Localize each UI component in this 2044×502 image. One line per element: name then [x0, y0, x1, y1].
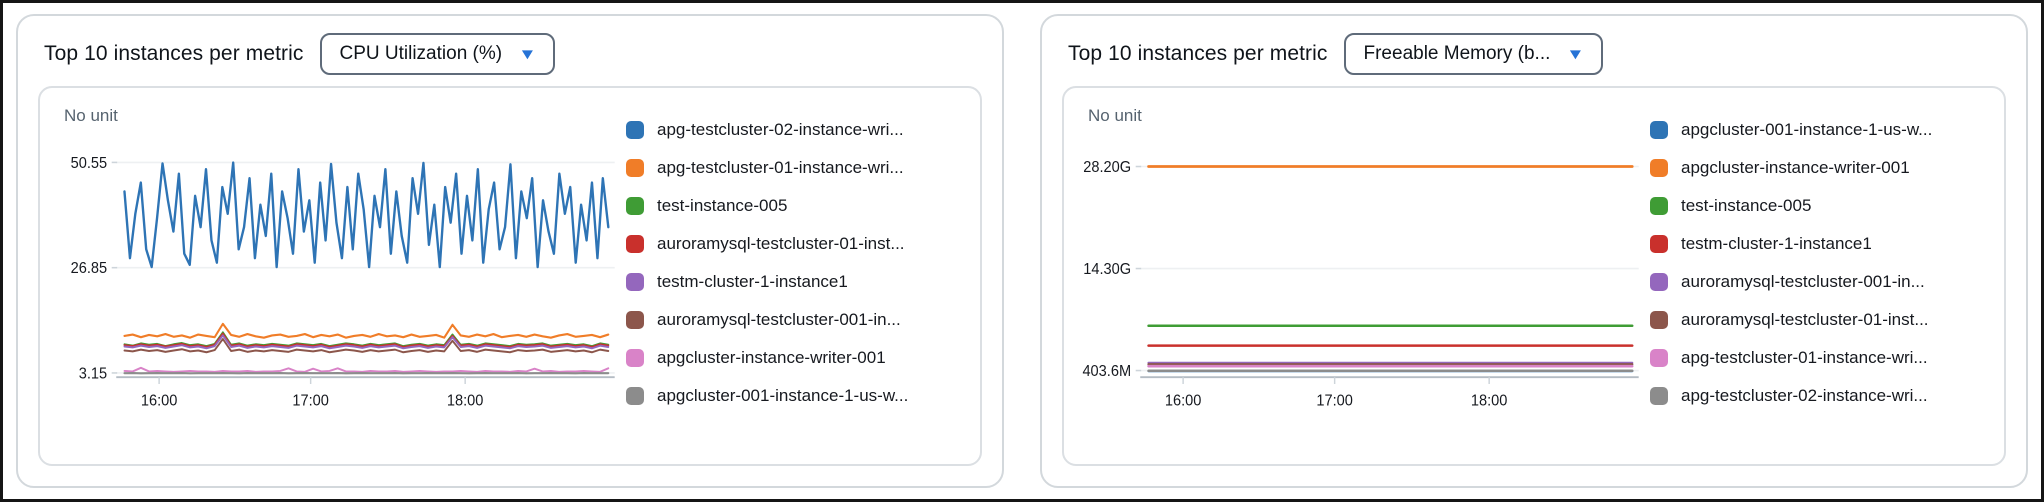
chart-area: No unit 28.20G 14.30G 403.6M 16:00 17:00 18:0…	[1080, 100, 1646, 458]
dropdown-caret-icon: ▼	[1566, 45, 1586, 63]
legend-swatch-icon	[1650, 387, 1668, 405]
y-axis-tick-label: 28.20G	[1083, 158, 1131, 176]
legend-swatch-icon	[1650, 159, 1668, 177]
legend-item[interactable]: apgcluster-001-instance-1-us-w...	[626, 386, 968, 406]
legend-item-label: apg-testcluster-01-instance-wri...	[657, 158, 904, 177]
legend-swatch-icon	[626, 197, 644, 215]
series-line	[123, 366, 610, 373]
legend-swatch-icon	[1650, 273, 1668, 291]
unit-label: No unit	[1088, 106, 1142, 125]
series-line	[123, 322, 610, 339]
x-axis-tick-label: 18:00	[447, 392, 484, 410]
line-chart-memory[interactable]: 28.20G 14.30G 403.6M 16:00 17:00 18:00	[1080, 128, 1646, 420]
legend-item[interactable]: auroramysql-testcluster-01-inst...	[626, 234, 968, 254]
series-line	[123, 334, 610, 350]
legend-item[interactable]: apgcluster-instance-writer-001	[626, 348, 968, 368]
metric-dropdown-label: Freeable Memory (b...	[1363, 43, 1551, 64]
legend-item-label: apgcluster-001-instance-1-us-w...	[657, 386, 909, 405]
x-axis-tick-label: 18:00	[1471, 392, 1508, 410]
legend-swatch-icon	[626, 235, 644, 253]
legend-item[interactable]: auroramysql-testcluster-01-inst...	[1650, 310, 1992, 330]
chart-container: No unit 50.55 26.85 3.15 16:00 17:00 18:00 ap…	[38, 86, 982, 466]
legend-item[interactable]: auroramysql-testcluster-001-in...	[1650, 272, 1992, 292]
metric-dropdown-label: CPU Utilization (%)	[339, 43, 503, 64]
metric-dropdown[interactable]: CPU Utilization (%) ▼	[319, 33, 555, 75]
legend-item-label: auroramysql-testcluster-01-inst...	[657, 234, 905, 253]
metric-panel-cpu: Top 10 instances per metric CPU Utilizat…	[16, 14, 1004, 488]
legend-swatch-icon	[626, 159, 644, 177]
legend-item[interactable]: testm-cluster-1-instance1	[1650, 234, 1992, 254]
metric-panel-memory: Top 10 instances per metric Freeable Mem…	[1040, 14, 2028, 488]
legend-item[interactable]: testm-cluster-1-instance1	[626, 272, 968, 292]
x-axis-tick-label: 16:00	[1165, 392, 1202, 410]
legend-item[interactable]: test-instance-005	[1650, 196, 1992, 216]
legend-item-label: test-instance-005	[1681, 196, 1812, 215]
panel-header: Top 10 instances per metric Freeable Mem…	[1042, 16, 2026, 86]
legend-item[interactable]: apg-testcluster-01-instance-wri...	[1650, 348, 1992, 368]
x-axis-tick-label: 16:00	[141, 392, 178, 410]
chart-legend: apgcluster-001-instance-1-us-w... apgclus…	[1646, 100, 1996, 458]
panel-title: Top 10 instances per metric	[1068, 42, 1328, 65]
legend-swatch-icon	[626, 387, 644, 405]
legend-item[interactable]: apg-testcluster-02-instance-wri...	[626, 120, 968, 140]
legend-item-label: test-instance-005	[657, 196, 788, 215]
legend-item-label: auroramysql-testcluster-01-inst...	[1681, 310, 1929, 329]
legend-item[interactable]: apg-testcluster-01-instance-wri...	[626, 158, 968, 178]
chart-container: No unit 28.20G 14.30G 403.6M 16:00 17:00 18:0…	[1062, 86, 2006, 466]
line-chart-cpu[interactable]: 50.55 26.85 3.15 16:00 17:00 18:00	[56, 128, 622, 420]
y-axis-tick-label: 50.55	[71, 154, 108, 172]
legend-swatch-icon	[626, 349, 644, 367]
series-line	[123, 338, 610, 354]
legend-item[interactable]: auroramysql-testcluster-001-in...	[626, 310, 968, 330]
legend-item-label: apg-testcluster-01-instance-wri...	[1681, 348, 1928, 367]
legend-item-label: apgcluster-instance-writer-001	[1681, 158, 1910, 177]
legend-swatch-icon	[626, 273, 644, 291]
y-axis-tick-label: 403.6M	[1082, 362, 1131, 380]
legend-item-label: apg-testcluster-02-instance-wri...	[1681, 386, 1928, 405]
chart-legend: apg-testcluster-02-instance-wri... apg-te…	[622, 100, 972, 458]
legend-swatch-icon	[1650, 235, 1668, 253]
y-axis-tick-label: 3.15	[79, 365, 107, 383]
panel-header: Top 10 instances per metric CPU Utilizat…	[18, 16, 1002, 86]
legend-item-label: auroramysql-testcluster-001-in...	[657, 310, 901, 329]
legend-swatch-icon	[1650, 197, 1668, 215]
legend-item[interactable]: test-instance-005	[626, 196, 968, 216]
legend-swatch-icon	[626, 121, 644, 139]
unit-label: No unit	[64, 106, 118, 125]
legend-item-label: apg-testcluster-02-instance-wri...	[657, 120, 904, 139]
legend-item-label: testm-cluster-1-instance1	[1681, 234, 1872, 253]
dropdown-caret-icon: ▼	[518, 45, 537, 63]
x-axis-tick-label: 17:00	[292, 392, 329, 410]
legend-swatch-icon	[1650, 121, 1668, 139]
legend-swatch-icon	[1650, 311, 1668, 329]
metric-dropdown[interactable]: Freeable Memory (b... ▼	[1343, 33, 1604, 75]
legend-item[interactable]: apgcluster-001-instance-1-us-w...	[1650, 120, 1992, 140]
panel-title: Top 10 instances per metric	[44, 42, 304, 65]
x-axis-tick-label: 17:00	[1316, 392, 1353, 410]
series-line	[123, 161, 610, 269]
legend-item-label: auroramysql-testcluster-001-in...	[1681, 272, 1925, 291]
y-axis-tick-label: 26.85	[71, 260, 108, 278]
chart-area: No unit 50.55 26.85 3.15 16:00 17:00 18:00	[56, 100, 622, 458]
legend-item[interactable]: apg-testcluster-02-instance-wri...	[1650, 386, 1992, 406]
legend-swatch-icon	[1650, 349, 1668, 367]
legend-swatch-icon	[626, 311, 644, 329]
legend-item-label: apgcluster-001-instance-1-us-w...	[1681, 120, 1933, 139]
legend-item-label: apgcluster-instance-writer-001	[657, 348, 886, 367]
y-axis-tick-label: 14.30G	[1083, 260, 1131, 278]
series-line	[123, 332, 610, 348]
legend-item-label: testm-cluster-1-instance1	[657, 272, 848, 291]
legend-item[interactable]: apgcluster-instance-writer-001	[1650, 158, 1992, 178]
